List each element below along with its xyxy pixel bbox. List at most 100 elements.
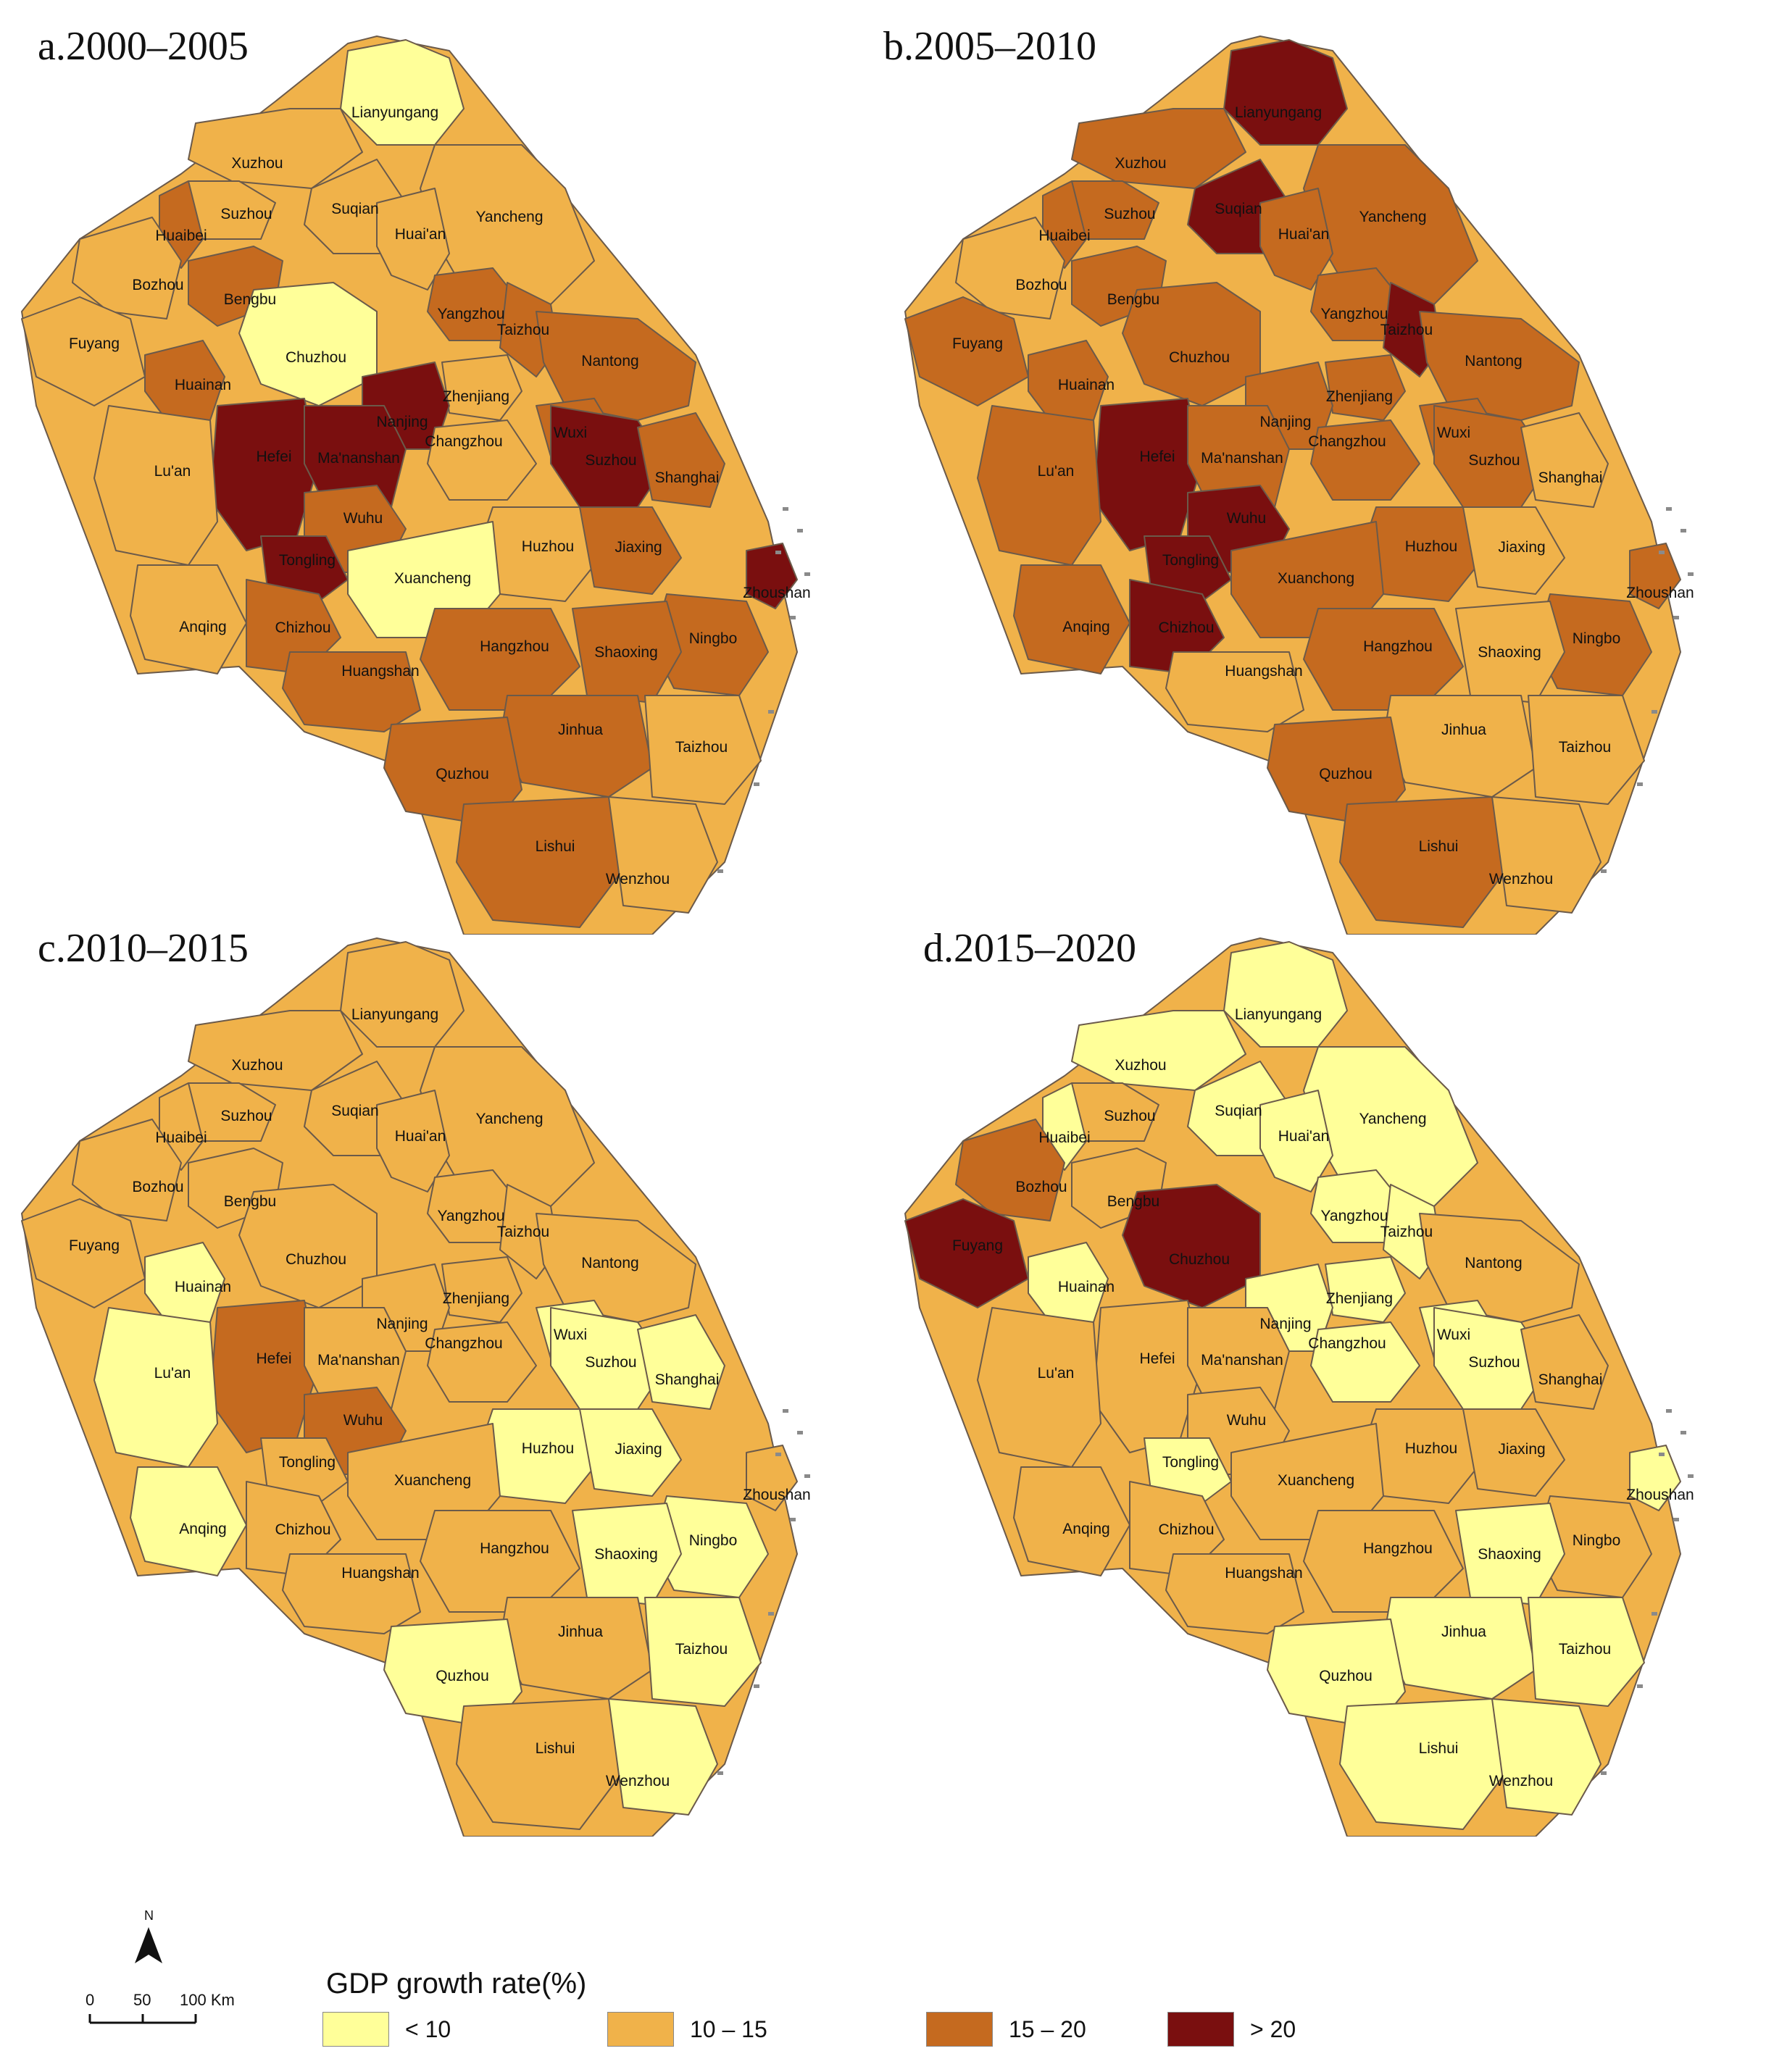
- city-region: [499, 695, 653, 798]
- city-label: Fuyang: [69, 335, 120, 352]
- island-shape: [790, 1518, 796, 1521]
- city-label: Suqian: [331, 1103, 378, 1119]
- city-region: [1629, 543, 1681, 609]
- city-label: Tongling: [1162, 1454, 1219, 1471]
- city-label: Zhenjiang: [1326, 388, 1393, 405]
- city-region: [1259, 188, 1333, 291]
- city-region: [955, 1119, 1065, 1221]
- city-label: Huai'an: [395, 226, 446, 243]
- city-label: Xuancheng: [394, 570, 471, 587]
- city-region: [1122, 1184, 1261, 1308]
- city-region: [72, 217, 182, 319]
- city-region: [637, 1314, 725, 1410]
- island-shape: [1666, 1409, 1672, 1413]
- city-label: Nanjing: [376, 1316, 428, 1332]
- city-region: [238, 1184, 378, 1308]
- city-label: Huangshan: [341, 663, 419, 680]
- city-region: [1419, 1213, 1580, 1323]
- city-label: Taizhou: [1380, 322, 1433, 338]
- city-label: Zhenjiang: [443, 388, 509, 405]
- city-label: Jiaxing: [1498, 539, 1545, 556]
- city-region: [1491, 1698, 1602, 1816]
- city-region: [188, 1010, 363, 1091]
- island-shape: [804, 572, 810, 576]
- city-label: Yangzhou: [437, 306, 504, 322]
- city-label: Nantong: [581, 1255, 638, 1271]
- city-region: [282, 1553, 421, 1634]
- city-label: Lianyungang: [351, 1006, 438, 1023]
- city-label: Taizhou: [675, 1641, 728, 1658]
- city-label: Anqing: [179, 619, 226, 635]
- city-label: Yancheng: [475, 209, 543, 225]
- city-label: Ma'nanshan: [1201, 450, 1283, 467]
- north-arrow-label: N: [144, 1908, 154, 1923]
- island-shape: [797, 1431, 803, 1434]
- city-label: Xuzhou: [1115, 1057, 1166, 1074]
- city-label: Suzhou: [1104, 206, 1155, 222]
- city-label: Jiaxing: [615, 539, 662, 556]
- island-shape: [1673, 1518, 1679, 1521]
- city-label: Huzhou: [522, 1440, 574, 1457]
- city-label: Xuanchong: [1278, 570, 1354, 587]
- city-label: Zhoushan: [1626, 585, 1694, 601]
- city-region: [1455, 1503, 1565, 1605]
- city-label: Shanghai: [655, 469, 720, 486]
- island-shape: [1688, 1474, 1694, 1478]
- city-label: Lianyungang: [351, 104, 438, 121]
- city-label: Xuzhou: [231, 1057, 283, 1074]
- city-label: Nanjing: [376, 414, 428, 430]
- city-label: Bozhou: [132, 277, 183, 293]
- island-shape: [783, 507, 788, 511]
- city-label: Suzhou: [1468, 1354, 1520, 1371]
- city-region: [1122, 282, 1261, 406]
- choropleth-map: Lianyungang Xuzhou Suzhou Suqian Yancheng Hua…: [904, 937, 1694, 1837]
- city-region: [93, 1307, 218, 1468]
- city-label: Nantong: [1465, 353, 1522, 369]
- island-shape: [1601, 1771, 1607, 1775]
- city-region: [644, 695, 762, 805]
- city-label: Hefei: [256, 1350, 291, 1367]
- city-label: Lu'an: [154, 463, 191, 480]
- city-label: Wenzhou: [606, 1773, 670, 1789]
- city-label: Ma'nanshan: [317, 1352, 400, 1369]
- city-label: Ma'nanshan: [1201, 1352, 1283, 1369]
- island-shape: [1637, 1684, 1643, 1688]
- city-region: [427, 1321, 537, 1403]
- city-label: Tongling: [279, 1454, 336, 1471]
- map-furniture: N 0 50 100 Km: [80, 1905, 268, 2050]
- city-region: [1165, 651, 1304, 732]
- choropleth-map: Lianyungang Xuzhou Suzhou Suqian Yancheng Hua…: [21, 937, 811, 1837]
- city-region: [499, 1597, 653, 1700]
- city-label: Nanjing: [1259, 1316, 1311, 1332]
- city-region: [1419, 311, 1580, 421]
- city-label: Changzhou: [425, 1335, 502, 1352]
- city-label: Huaibei: [1038, 227, 1090, 244]
- island-shape: [1666, 507, 1672, 511]
- city-label: Chuzhou: [1169, 1251, 1230, 1268]
- city-region: [572, 601, 682, 703]
- island-shape: [1659, 1453, 1665, 1456]
- city-label: Lianyungang: [1235, 1006, 1322, 1023]
- city-region: [1310, 1321, 1420, 1403]
- city-label: Chizhou: [1158, 619, 1214, 636]
- city-region: [282, 651, 421, 732]
- city-region: [536, 1213, 696, 1323]
- city-label: Shanghai: [1538, 1371, 1603, 1388]
- city-label: Suzhou: [220, 1108, 272, 1124]
- city-label: Zhoushan: [1626, 1487, 1694, 1503]
- island-shape: [790, 616, 796, 619]
- scale-tick-50: 50: [133, 1991, 151, 2009]
- city-label: Ningbo: [1573, 630, 1621, 647]
- city-region: [427, 419, 537, 501]
- city-region: [1491, 796, 1602, 914]
- city-label: Huzhou: [522, 538, 574, 555]
- city-label: Ma'nanshan: [317, 450, 400, 467]
- city-label: Yangzhou: [437, 1208, 504, 1224]
- city-region: [536, 311, 696, 421]
- city-label: Huangshan: [1225, 1565, 1302, 1582]
- city-label: Shanghai: [655, 1371, 720, 1388]
- city-label: Zhenjiang: [1326, 1290, 1393, 1307]
- city-label: Wuhu: [343, 510, 383, 527]
- city-label: Huai'an: [1278, 226, 1330, 243]
- island-shape: [1652, 710, 1657, 714]
